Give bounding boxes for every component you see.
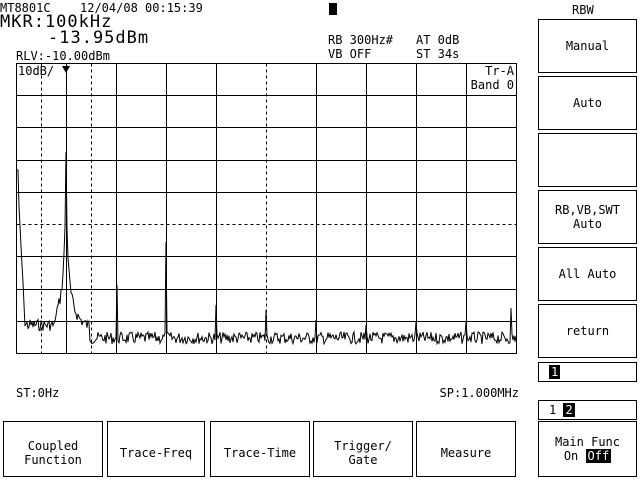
page-indicator: 1: [538, 362, 637, 382]
toggle: On Off: [563, 449, 612, 463]
status-icon: [329, 3, 337, 15]
datetime: 12/04/08 00:15:39: [80, 1, 203, 15]
side-button[interactable]: return: [538, 304, 637, 358]
trace-label: Tr-A: [485, 64, 514, 78]
side-button[interactable]: RB,VB,SWT Auto: [538, 190, 637, 244]
side-button[interactable]: All Auto: [538, 247, 637, 301]
button-label: Trace-Freq: [119, 446, 193, 460]
scale: 10dB/: [18, 64, 55, 78]
button-label: Function: [24, 453, 82, 467]
model: MT8801C: [0, 1, 51, 15]
rbw: RB 300Hz#: [328, 33, 394, 47]
vbw: VB OFF: [328, 47, 372, 61]
sweep-time: ST 34s: [416, 47, 460, 61]
page-indicator: 1 2: [538, 400, 637, 420]
marker-freq: MKR:100kHz: [0, 12, 113, 32]
button-label: RB,VB,SWT: [554, 203, 621, 217]
band: Band 0: [470, 78, 514, 92]
button-label: Trigger/: [334, 439, 392, 453]
side-button[interactable]: Auto: [538, 76, 637, 130]
span: SP:1.000MHz: [439, 386, 519, 400]
toggle-on: On: [563, 449, 579, 463]
page-num: 2: [563, 403, 575, 417]
marker-icon: [62, 66, 70, 73]
function-button[interactable]: Trace-Freq: [107, 421, 205, 477]
side-button[interactable]: Manual: [538, 19, 637, 73]
main-func-button[interactable]: Main Func On Off: [538, 421, 637, 477]
button-label: Auto: [573, 217, 602, 231]
panel-title: RBW: [572, 3, 594, 17]
trace: [17, 151, 517, 346]
button-label: Gate: [348, 453, 378, 467]
function-button[interactable]: Coupled Function: [3, 421, 103, 477]
button-label: Trace-Time: [223, 446, 297, 460]
button-label: Coupled: [27, 439, 79, 453]
side-button[interactable]: [538, 133, 637, 187]
toggle-off: Off: [585, 449, 612, 463]
button-label: Manual: [565, 39, 610, 53]
page-num: 1: [549, 365, 561, 379]
function-button[interactable]: Measure: [416, 421, 516, 477]
function-button[interactable]: Trigger/Gate: [313, 421, 413, 477]
marker-level: -13.95dBm: [48, 28, 150, 48]
ref-level: RLV:-10.00dBm: [16, 49, 110, 63]
attenuation: AT 0dB: [416, 33, 460, 47]
start-freq: ST:0Hz: [16, 386, 60, 400]
button-label: return: [565, 324, 610, 338]
button-label: Auto: [573, 96, 602, 110]
button-label: Measure: [440, 446, 492, 460]
page-num: 1: [549, 403, 557, 417]
button-label: All Auto: [558, 267, 617, 281]
button-label: Main Func: [554, 435, 621, 449]
function-button[interactable]: Trace-Time: [210, 421, 310, 477]
